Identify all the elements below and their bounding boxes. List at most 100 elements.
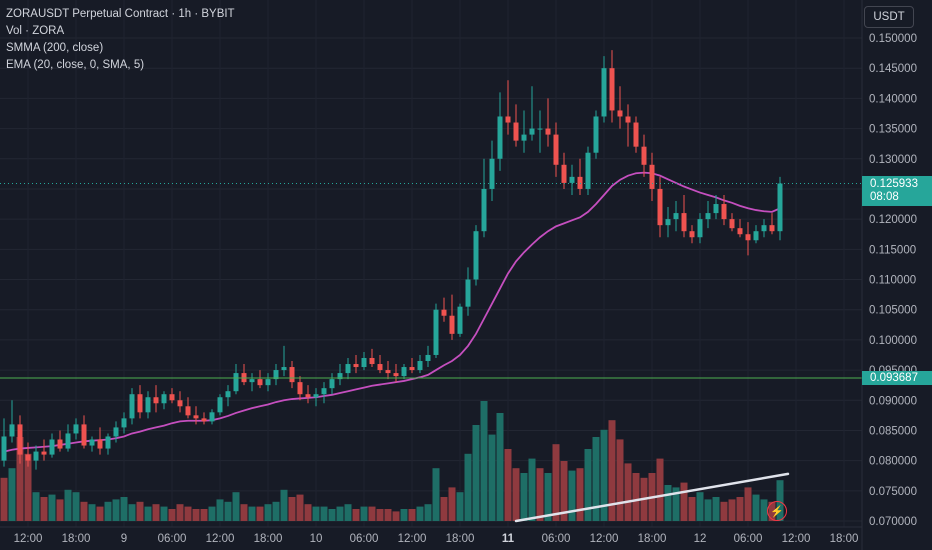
volume-bar <box>608 420 616 521</box>
time-tick-label: 12:00 <box>398 533 427 545</box>
volume-bar <box>232 492 240 521</box>
price-tick-label: 0.075000 <box>869 486 917 498</box>
candlesticks <box>1 50 783 470</box>
volume-bar <box>752 494 760 521</box>
volume-bar <box>480 401 488 521</box>
candle-body <box>337 373 343 380</box>
volume-bar <box>776 480 784 521</box>
candle-body <box>681 213 687 232</box>
candle-body <box>353 364 359 368</box>
time-tick-label: 06:00 <box>158 533 187 545</box>
candle-body <box>745 234 751 241</box>
volume-bar <box>472 425 480 521</box>
time-tick-label: 9 <box>121 533 127 545</box>
candle-body <box>289 367 295 383</box>
volume-indicator-label[interactable]: Vol · ZORA <box>6 25 65 37</box>
volume-bar <box>704 499 712 521</box>
candle-body <box>673 213 679 220</box>
candle-body <box>321 388 327 395</box>
candle-body <box>609 68 615 111</box>
chart-legend: ZORAUSDT Perpetual Contract · 1h · BYBIT… <box>6 6 235 74</box>
candle-body <box>281 367 287 371</box>
last-price-value: 0.125933 <box>870 177 918 190</box>
lightning-icon[interactable]: ⚡ <box>767 501 787 521</box>
candle-body <box>433 309 439 355</box>
volume-bar <box>40 497 48 521</box>
price-tick-label: 0.115000 <box>869 244 916 256</box>
candle-body <box>97 439 103 449</box>
price-tick-label: 0.135000 <box>869 124 917 136</box>
candle-body <box>521 134 527 141</box>
candle-body <box>593 116 599 153</box>
volume-bar <box>440 497 448 521</box>
volume-bar <box>744 487 752 521</box>
candle-body <box>481 188 487 232</box>
candle-body <box>769 225 775 232</box>
volume-bar <box>552 444 560 521</box>
volume-bar <box>160 506 168 521</box>
volume-bar <box>248 506 256 521</box>
volume-bar <box>448 487 456 521</box>
candle-body <box>161 394 167 404</box>
candle-body <box>41 451 47 455</box>
price-tick-label: 0.090000 <box>869 395 917 407</box>
ema-indicator-label[interactable]: EMA (20, close, 0, SMA, 5) <box>6 59 145 71</box>
chart-grid <box>0 37 862 522</box>
volume-bar <box>536 468 544 521</box>
candle-body <box>689 231 695 238</box>
volume-bar <box>280 489 288 521</box>
volume-bar <box>0 477 8 521</box>
candle-body <box>465 279 471 307</box>
time-axis: 12:00 18:00 9 06:00 12:00 18:00 10 06:00 12:00 18… <box>14 533 859 545</box>
volume-bar <box>64 489 72 521</box>
volume-bar <box>176 504 184 521</box>
symbol-title[interactable]: ZORAUSDT Perpetual Contract · 1h · BYBIT <box>6 8 235 20</box>
trendline-drawing <box>514 472 790 523</box>
currency-button[interactable]: USDT <box>864 6 914 28</box>
candle-body <box>185 406 191 416</box>
price-tick-label: 0.110000 <box>869 275 916 287</box>
volume-bar <box>272 501 280 521</box>
volume-bar <box>296 494 304 521</box>
volume-bar <box>512 468 520 521</box>
volume-bar <box>208 506 216 521</box>
candle-body <box>73 424 79 434</box>
volume-bar <box>488 434 496 521</box>
volume-bar <box>184 506 192 521</box>
volume-bar <box>728 499 736 521</box>
volume-bar <box>32 492 40 521</box>
candle-body <box>545 128 551 135</box>
volume-bar <box>576 468 584 521</box>
volume-bar <box>544 473 552 521</box>
candle-body <box>417 361 423 371</box>
candle-body <box>617 110 623 117</box>
candle-body <box>569 176 575 183</box>
volume-bar <box>456 492 464 521</box>
candle-body <box>297 382 303 395</box>
volume-bar <box>288 497 296 521</box>
candle-body <box>113 427 119 437</box>
smma-indicator-label[interactable]: SMMA (200, close) <box>6 42 104 54</box>
volume-bar <box>88 504 96 521</box>
candle-body <box>81 424 87 446</box>
price-tick-label: 0.105000 <box>869 305 917 317</box>
candle-body <box>25 454 31 461</box>
volume-bar <box>688 497 696 521</box>
volume-bar <box>464 453 472 521</box>
price-tick-label: 0.080000 <box>869 456 917 468</box>
price-tick-label: 0.120000 <box>869 214 917 226</box>
candle-body <box>601 68 607 117</box>
time-tick-label: 12 <box>694 533 707 545</box>
candle-body <box>361 357 367 368</box>
volume-bar <box>416 506 424 521</box>
volume-bar <box>400 509 408 521</box>
volume-bar <box>104 501 112 521</box>
candle-body <box>449 315 455 334</box>
candle-body <box>401 367 407 377</box>
candle-body <box>473 231 479 280</box>
volume-bar <box>760 499 768 521</box>
candle-body <box>265 379 271 386</box>
time-tick-label: 12:00 <box>14 533 43 545</box>
